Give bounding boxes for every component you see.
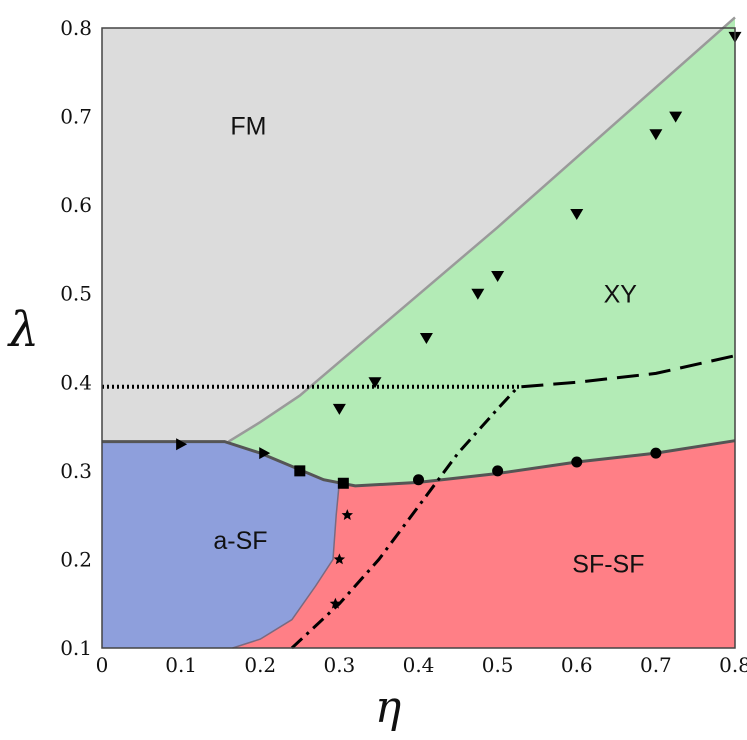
marker-triangle-right bbox=[176, 438, 188, 451]
marker-triangle-down bbox=[368, 377, 382, 389]
data-markers bbox=[176, 31, 742, 609]
y-tick-label: 0.2 bbox=[60, 547, 92, 571]
x-tick-label: 0.8 bbox=[719, 653, 747, 677]
region-label-a-sf: a-SF bbox=[213, 527, 267, 555]
marker-triangle-down bbox=[669, 111, 683, 123]
y-tick-labels: 0.1 0.2 0.3 0.4 0.5 0.6 0.7 0.8 bbox=[60, 16, 92, 660]
x-tick-label: 0.3 bbox=[323, 653, 355, 677]
x-tick-labels: 0 0.1 0.2 0.3 0.4 0.5 0.6 0.7 0.8 bbox=[96, 653, 747, 677]
y-tick-label: 0.8 bbox=[60, 16, 92, 40]
y-tick-label: 0.3 bbox=[60, 459, 92, 483]
x-tick-label: 0 bbox=[96, 653, 109, 677]
region-xy bbox=[224, 17, 735, 486]
marker-circle bbox=[650, 447, 662, 459]
marker-square bbox=[337, 477, 349, 489]
marker-star bbox=[333, 553, 346, 565]
x-tick-label: 0.5 bbox=[482, 653, 514, 677]
x-tick-label: 0.4 bbox=[403, 653, 435, 677]
phase-boundaries bbox=[102, 16, 736, 649]
marker-triangle-down bbox=[570, 209, 584, 220]
marker-triangle-down bbox=[649, 129, 663, 141]
region-labels: FM XY a-SF SF-SF bbox=[213, 112, 644, 578]
marker-triangle-down bbox=[471, 288, 485, 300]
x-tick-label: 0.2 bbox=[244, 653, 276, 677]
marker-circle bbox=[413, 474, 424, 486]
x-tick-label: 0.7 bbox=[640, 653, 672, 677]
marker-triangle-right bbox=[259, 447, 271, 460]
boundary-lower bbox=[102, 439, 736, 488]
y-axis-label: λ bbox=[7, 302, 39, 358]
y-tick-label: 0.6 bbox=[60, 193, 92, 217]
marker-circle bbox=[492, 465, 504, 477]
line-dashdot bbox=[290, 386, 519, 650]
boundary-fm-xy bbox=[227, 16, 736, 443]
region-label-sf-sf: SF-SF bbox=[572, 551, 644, 579]
guide-lines bbox=[102, 354, 736, 650]
y-tick-label: 0.5 bbox=[60, 282, 92, 306]
phase-regions bbox=[102, 17, 735, 648]
marker-triangle-down bbox=[419, 333, 433, 344]
x-tick-label: 0.6 bbox=[561, 653, 593, 677]
region-a-sf bbox=[102, 441, 340, 648]
marker-circle bbox=[571, 456, 583, 468]
plot-frame bbox=[101, 27, 736, 649]
region-label-fm: FM bbox=[230, 112, 266, 140]
marker-square bbox=[294, 465, 306, 477]
region-sf-sf bbox=[232, 440, 735, 648]
boundary-asf-sfsf bbox=[232, 481, 341, 649]
y-tick-label: 0.7 bbox=[60, 105, 92, 129]
y-tick-label: 0.4 bbox=[60, 370, 92, 394]
y-tick-label: 0.1 bbox=[60, 636, 92, 660]
marker-star bbox=[341, 509, 353, 520]
marker-triangle-down bbox=[332, 403, 346, 415]
line-dashed bbox=[521, 354, 736, 389]
region-label-xy: XY bbox=[604, 281, 638, 309]
marker-star bbox=[329, 597, 342, 609]
x-tick-label: 0.1 bbox=[165, 653, 197, 677]
marker-triangle-down bbox=[491, 271, 505, 282]
x-axis-label: η bbox=[375, 682, 401, 733]
